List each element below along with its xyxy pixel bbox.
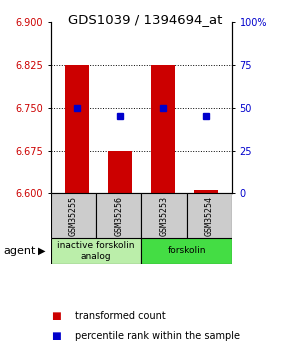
Bar: [51, 238, 142, 264]
Text: GSM35256: GSM35256: [114, 196, 123, 236]
Text: transformed count: transformed count: [75, 312, 166, 321]
Bar: [108, 150, 132, 193]
Bar: [96, 193, 142, 238]
Text: agent: agent: [3, 246, 35, 256]
Bar: [194, 190, 218, 193]
Bar: [142, 238, 232, 264]
Text: GSM35253: GSM35253: [160, 196, 168, 236]
Bar: [65, 65, 88, 193]
Text: GDS1039 / 1394694_at: GDS1039 / 1394694_at: [68, 13, 222, 26]
Text: forskolin: forskolin: [167, 246, 206, 256]
Text: ■: ■: [51, 332, 61, 341]
Text: ■: ■: [51, 312, 61, 321]
Text: GSM35255: GSM35255: [69, 196, 78, 236]
Text: ▶: ▶: [38, 246, 46, 256]
Bar: [142, 193, 187, 238]
Bar: [51, 193, 96, 238]
Bar: [151, 65, 175, 193]
Text: inactive forskolin
analog: inactive forskolin analog: [57, 241, 135, 261]
Text: GSM35254: GSM35254: [205, 196, 214, 236]
Bar: [187, 193, 232, 238]
Text: percentile rank within the sample: percentile rank within the sample: [75, 332, 240, 341]
